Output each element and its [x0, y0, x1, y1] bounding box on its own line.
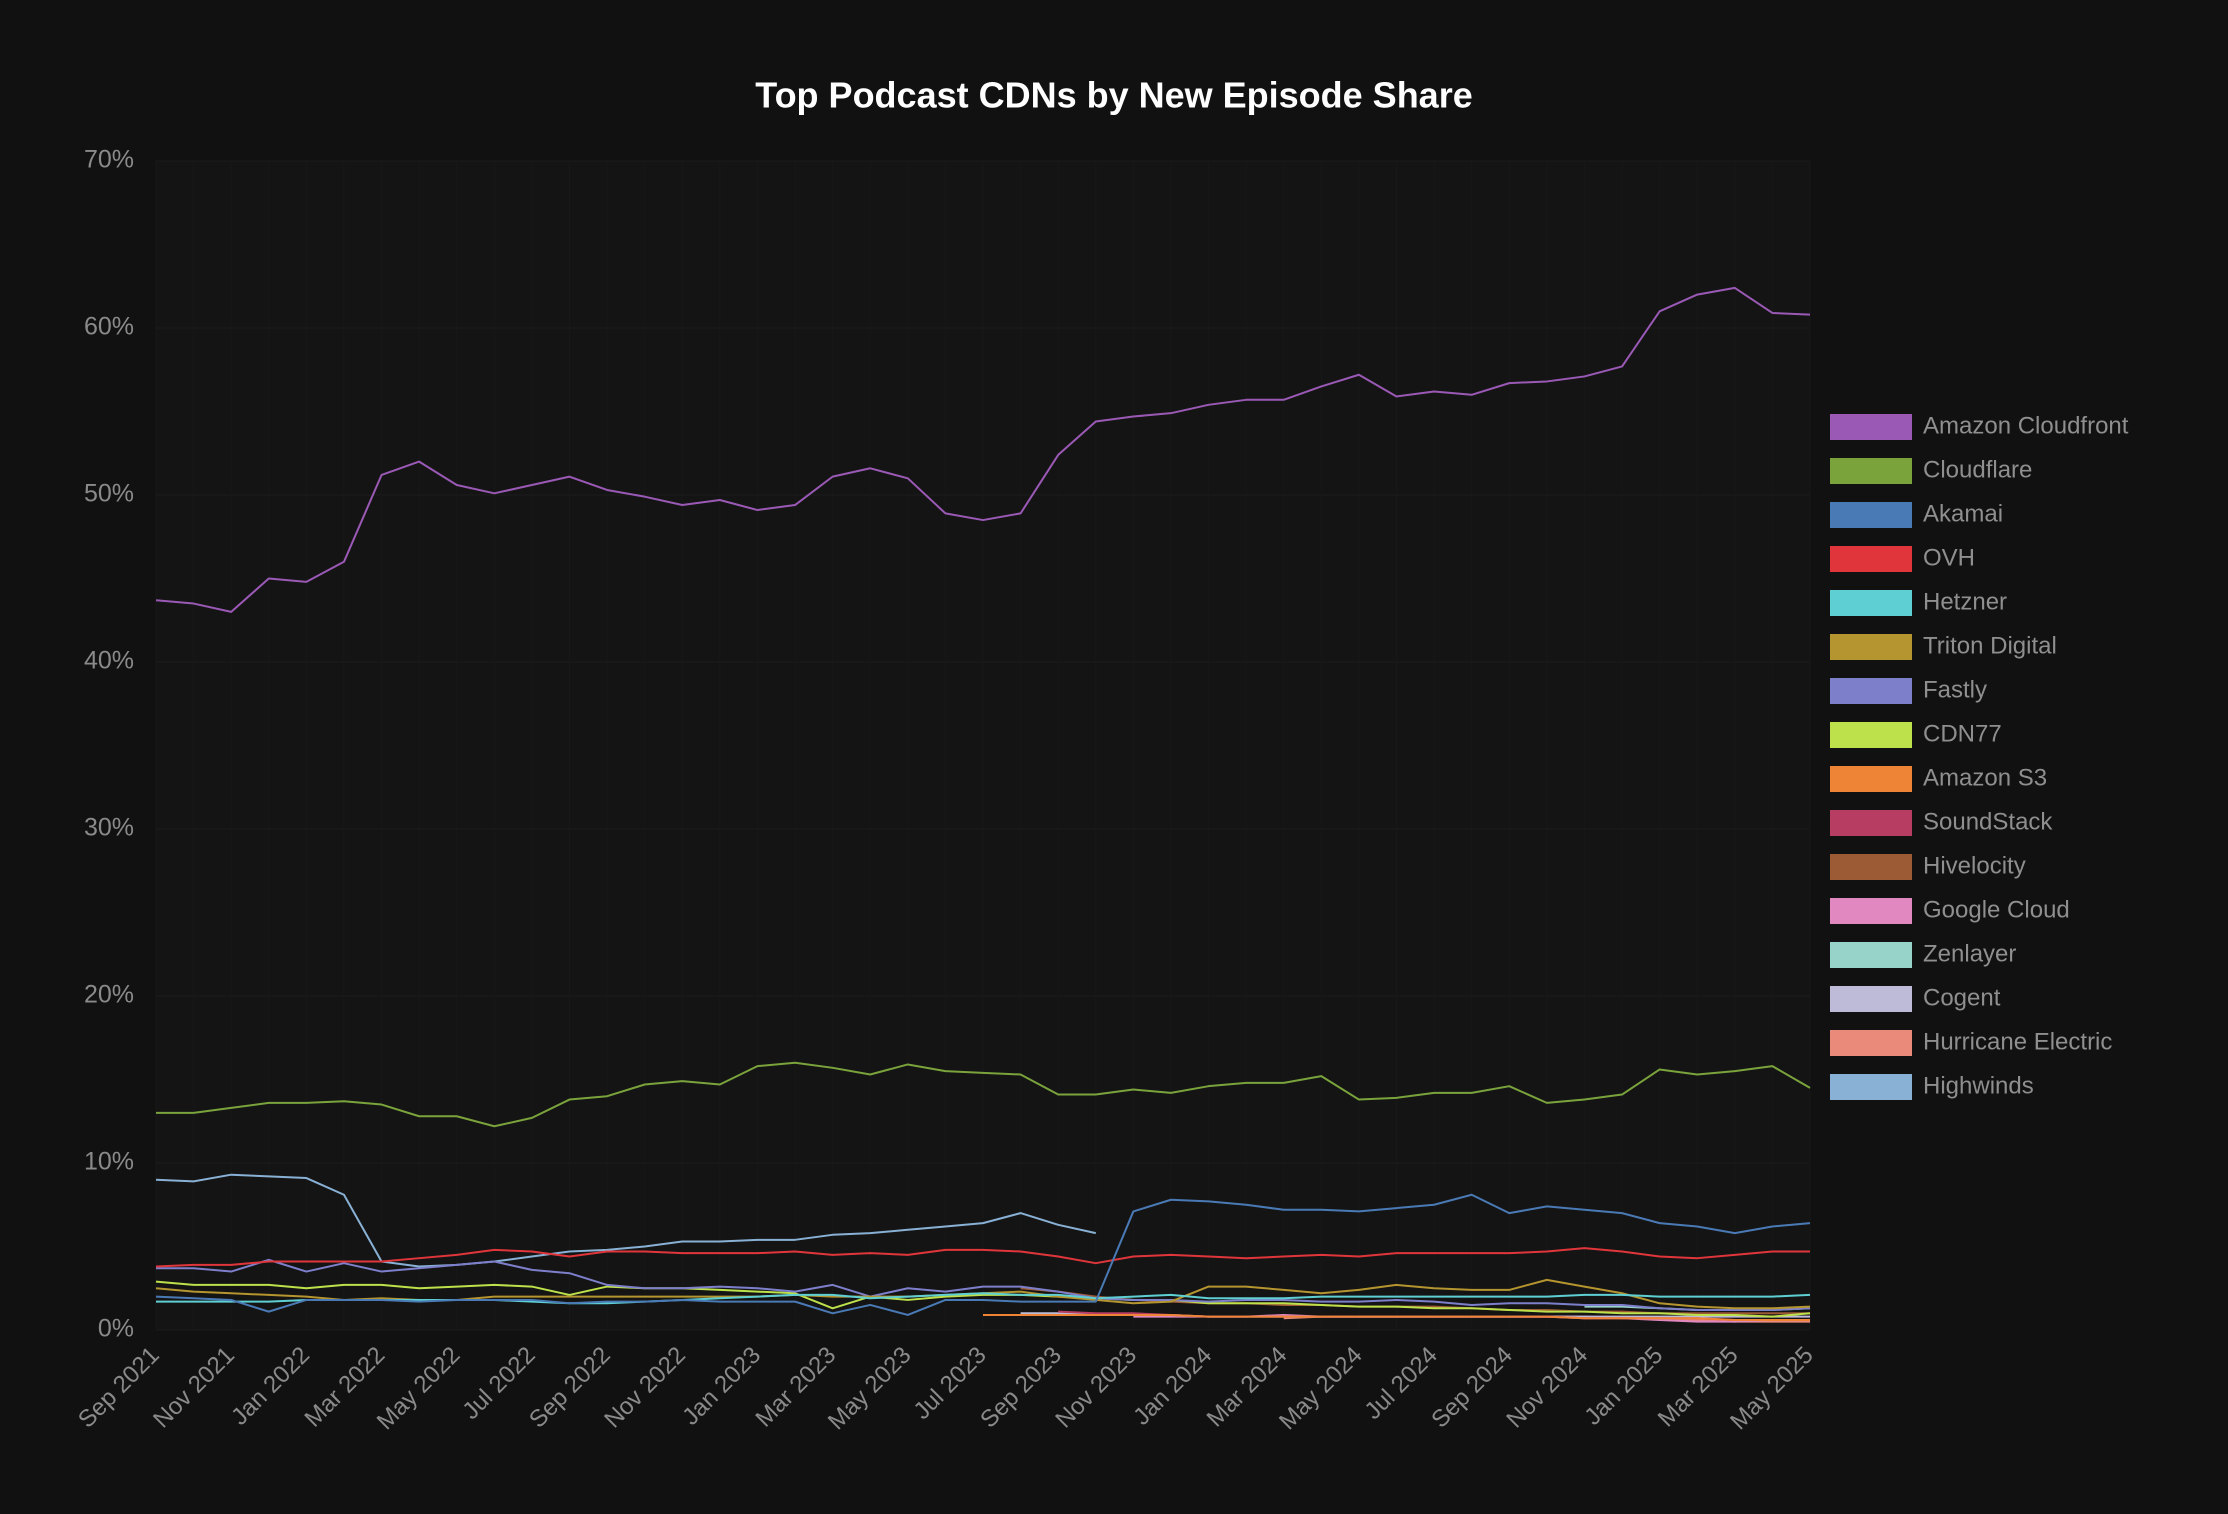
legend-label: CDN77	[1923, 720, 2002, 747]
y-tick-label: 30%	[84, 814, 134, 842]
legend-label: Triton Digital	[1923, 632, 2057, 659]
y-tick-label: 20%	[84, 981, 134, 1009]
legend-label: Zenlayer	[1923, 940, 2016, 967]
legend-label: SoundStack	[1923, 808, 2053, 835]
y-tick-label: 70%	[84, 146, 134, 174]
legend-swatch	[1830, 458, 1912, 484]
legend-swatch	[1830, 414, 1912, 440]
y-tick-label: 40%	[84, 647, 134, 675]
legend-label: Akamai	[1923, 500, 2003, 527]
series-line	[155, 1193, 1811, 1316]
legend-label: Google Cloud	[1923, 896, 2070, 923]
series-line	[983, 1313, 1810, 1321]
legend-swatch	[1830, 1030, 1912, 1056]
series-line	[155, 1247, 1810, 1268]
series-line	[155, 1280, 1811, 1318]
chart-title: Top Podcast CDNs by New Episode Share	[755, 75, 1473, 116]
legend-label: Amazon Cloudfront	[1923, 412, 2129, 439]
legend-swatch	[1830, 986, 1912, 1012]
legend-swatch	[1830, 766, 1912, 792]
y-tick-label: 0%	[98, 1315, 134, 1343]
legend-swatch	[1830, 590, 1912, 616]
legend-label: Highwinds	[1923, 1072, 2034, 1099]
legend-label: Amazon S3	[1923, 764, 2047, 791]
legend-label: OVH	[1923, 544, 1975, 571]
legend-label: Cloudflare	[1923, 456, 2032, 483]
legend-swatch	[1830, 1074, 1912, 1100]
series-line	[156, 1292, 1811, 1305]
legend-swatch	[1830, 722, 1912, 748]
legend-swatch	[1830, 634, 1912, 660]
y-tick-label: 60%	[84, 313, 134, 341]
legend-swatch	[1830, 898, 1912, 924]
legend-label: Hivelocity	[1923, 852, 2026, 879]
legend-label: Hetzner	[1923, 588, 2007, 615]
legend-swatch	[1830, 810, 1912, 836]
y-tick-label: 10%	[84, 1148, 134, 1176]
series-line	[156, 1258, 1811, 1311]
legend-label: Hurricane Electric	[1923, 1028, 2112, 1055]
y-tick-label: 50%	[84, 480, 134, 508]
series-line	[155, 1173, 1096, 1268]
legend-swatch	[1830, 942, 1912, 968]
legend-label: Cogent	[1923, 984, 2001, 1011]
legend-swatch	[1830, 854, 1912, 880]
series-line	[155, 286, 1811, 613]
legend-label: Fastly	[1923, 676, 1987, 703]
legend-swatch	[1830, 502, 1912, 528]
legend-swatch	[1830, 678, 1912, 704]
series-line	[156, 1061, 1811, 1128]
legend-swatch	[1830, 546, 1912, 572]
